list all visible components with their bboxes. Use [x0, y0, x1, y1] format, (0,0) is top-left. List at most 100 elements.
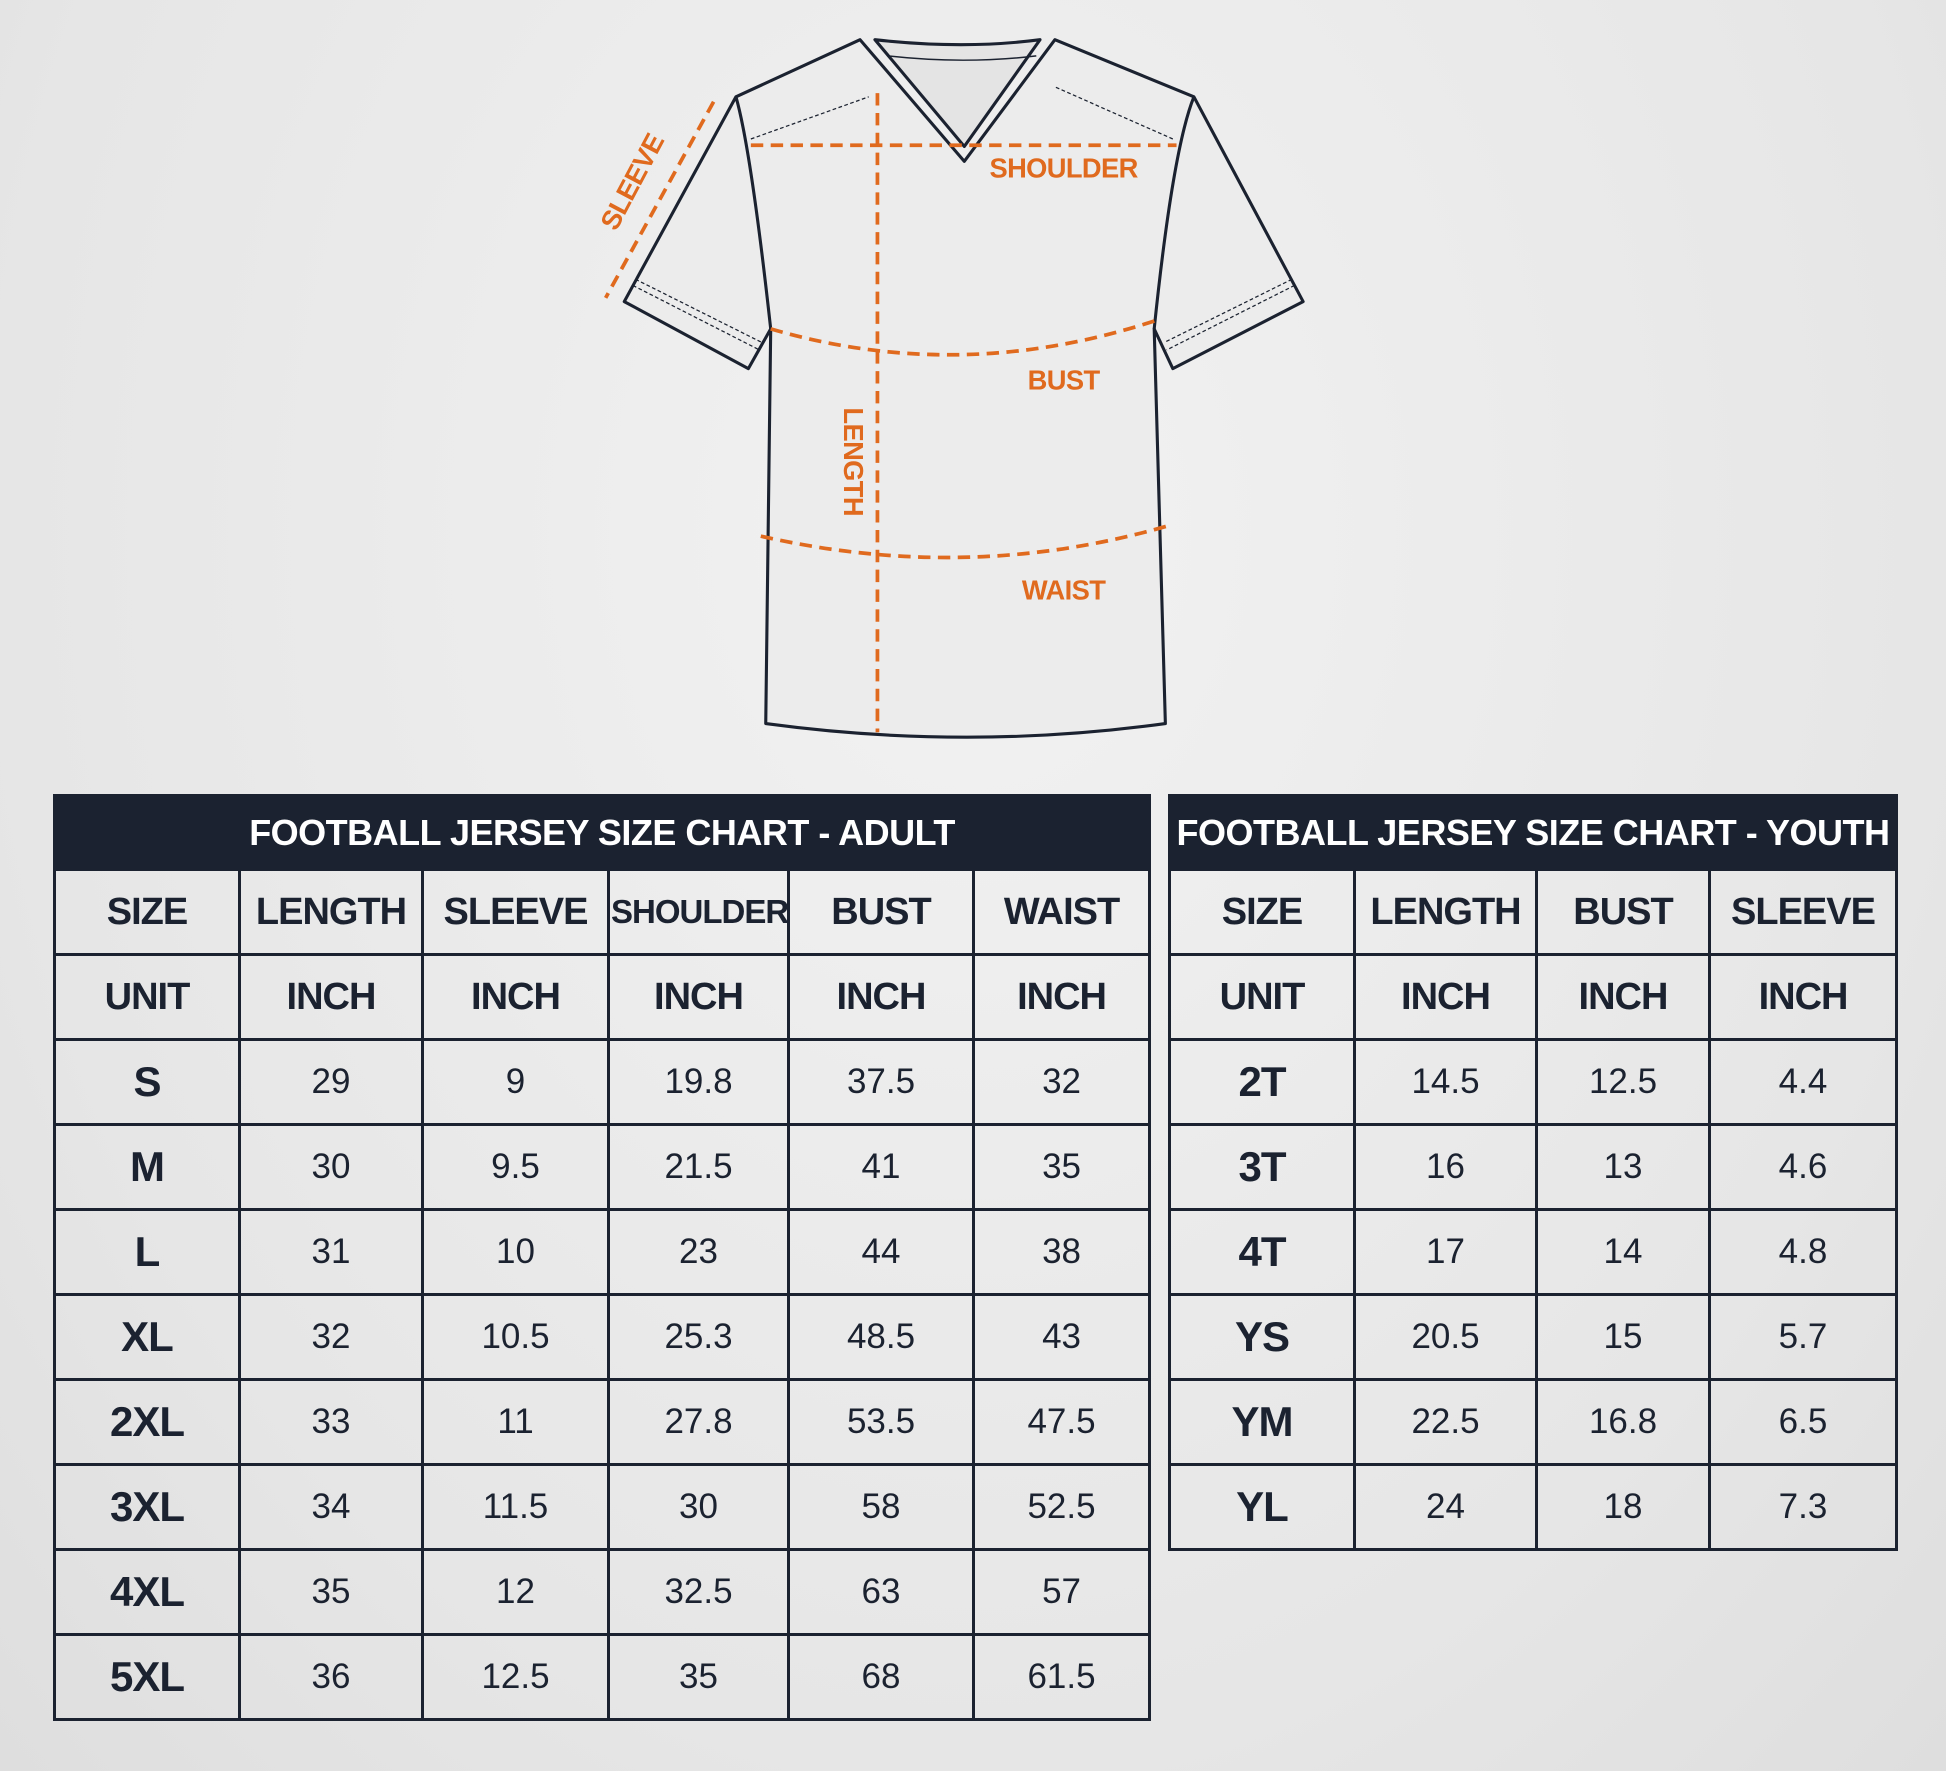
table-row-cell: 29 — [238, 1038, 424, 1126]
table-row: YS 20.5 15 5.7 — [1168, 1293, 1899, 1381]
table-row-cell: 12.5 — [1535, 1038, 1711, 1126]
table-row-cell: 53.5 — [787, 1378, 975, 1466]
waist-line — [760, 524, 1168, 560]
table-row-cell: 6.5 — [1707, 1378, 1899, 1466]
table-row-cell: 12 — [421, 1548, 610, 1636]
table-row-cell: 11 — [421, 1378, 610, 1466]
table-row-cell: 17 — [1353, 1208, 1538, 1296]
table-row-cell: 4XL — [53, 1548, 241, 1636]
table-row-cell: 18 — [1535, 1463, 1711, 1551]
unit-row-cell: UNIT — [53, 953, 241, 1041]
table-row-cell: 19.8 — [607, 1038, 790, 1126]
table-row-cell: 43 — [971, 1293, 1152, 1381]
table-row-cell: 41 — [787, 1123, 975, 1211]
bust-line — [770, 318, 1158, 357]
adult-table-title: FOOTBALL JERSEY SIZE CHART - ADULT — [52, 794, 1152, 871]
table-row-cell: 9 — [421, 1038, 610, 1126]
header-row: SIZE LENGTH SLEEVE SHOULDER BUST WAIST — [53, 868, 1152, 956]
table-row-cell: 58 — [787, 1463, 975, 1551]
header-row-cell: SIZE — [1168, 868, 1356, 956]
table-row: 5XL 36 12.5 35 68 61.5 — [53, 1633, 1152, 1721]
table-row: 4XL 35 12 32.5 63 57 — [53, 1548, 1152, 1636]
table-row-cell: 5XL — [53, 1633, 241, 1721]
length-label: LENGTH — [838, 407, 869, 515]
header-row-cell: LENGTH — [238, 868, 424, 956]
table-row-cell: 31 — [238, 1208, 424, 1296]
table-row-cell: 48.5 — [787, 1293, 975, 1381]
table-row-cell: 2T — [1168, 1038, 1356, 1126]
table-row-cell: 32 — [238, 1293, 424, 1381]
table-row-cell: 37.5 — [787, 1038, 975, 1126]
table-row-cell: 11.5 — [421, 1463, 610, 1551]
table-row-cell: 4.8 — [1707, 1208, 1899, 1296]
table-row-cell: 32 — [971, 1038, 1152, 1126]
table-row-cell: 14.5 — [1353, 1038, 1538, 1126]
table-row: S 29 9 19.8 37.5 32 — [53, 1038, 1152, 1126]
unit-row-cell: INCH — [1707, 953, 1899, 1041]
table-row-cell: 10 — [421, 1208, 610, 1296]
table-row: L 31 10 23 44 38 — [53, 1208, 1152, 1296]
table-row-cell: 27.8 — [607, 1378, 790, 1466]
table-row-cell: 3XL — [53, 1463, 241, 1551]
table-row-cell: 5.7 — [1707, 1293, 1899, 1381]
table-row-cell: 36 — [238, 1633, 424, 1721]
table-row-cell: 68 — [787, 1633, 975, 1721]
table-row: M 30 9.5 21.5 41 35 — [53, 1123, 1152, 1211]
table-row-cell: 14 — [1535, 1208, 1711, 1296]
header-row-cell: LENGTH — [1353, 868, 1538, 956]
table-row-cell: 4.4 — [1707, 1038, 1899, 1126]
table-row-cell: 35 — [238, 1548, 424, 1636]
table-row: 4T 17 14 4.8 — [1168, 1208, 1899, 1296]
unit-row-cell: INCH — [971, 953, 1152, 1041]
table-row-cell: 33 — [238, 1378, 424, 1466]
table-row-cell: XL — [53, 1293, 241, 1381]
table-row-cell: L — [53, 1208, 241, 1296]
header-row-cell: SHOULDER — [607, 868, 790, 956]
table-row-cell: 52.5 — [971, 1463, 1152, 1551]
table-row-cell: 47.5 — [971, 1378, 1152, 1466]
table-row: YM 22.5 16.8 6.5 — [1168, 1378, 1899, 1466]
table-row-cell: M — [53, 1123, 241, 1211]
youth-size-table: FOOTBALL JERSEY SIZE CHART - YOUTH SIZE L… — [1167, 794, 1899, 1551]
table-row: 3T 16 13 4.6 — [1168, 1123, 1899, 1211]
table-row-cell: 7.3 — [1707, 1463, 1899, 1551]
table-row-cell: 44 — [787, 1208, 975, 1296]
table-row-cell: 16 — [1353, 1123, 1538, 1211]
table-row: YL 24 18 7.3 — [1168, 1463, 1899, 1551]
table-row-cell: S — [53, 1038, 241, 1126]
unit-row-cell: INCH — [421, 953, 610, 1041]
table-row-cell: 22.5 — [1353, 1378, 1538, 1466]
table-row: 3XL 34 11.5 30 58 52.5 — [53, 1463, 1152, 1551]
table-row-cell: 16.8 — [1535, 1378, 1711, 1466]
table-row-cell: 63 — [787, 1548, 975, 1636]
table-row-cell: 30 — [607, 1463, 790, 1551]
table-row-cell: 4T — [1168, 1208, 1356, 1296]
table-row-cell: 13 — [1535, 1123, 1711, 1211]
table-row-cell: 2XL — [53, 1378, 241, 1466]
waist-label: WAIST — [1022, 574, 1106, 605]
adult-size-table: FOOTBALL JERSEY SIZE CHART - ADULT SIZE L… — [52, 794, 1152, 1721]
sleeve-label: SLEEVE — [594, 128, 670, 235]
youth-table-title: FOOTBALL JERSEY SIZE CHART - YOUTH — [1167, 794, 1899, 871]
table-row-cell: 24 — [1353, 1463, 1538, 1551]
table-row-cell: 35 — [971, 1123, 1152, 1211]
table-row-cell: 32.5 — [607, 1548, 790, 1636]
shoulder-label: SHOULDER — [989, 152, 1138, 183]
table-row-cell: 10.5 — [421, 1293, 610, 1381]
table-row-cell: 15 — [1535, 1293, 1711, 1381]
unit-row-cell: INCH — [607, 953, 790, 1041]
header-row-cell: BUST — [787, 868, 975, 956]
header-row-cell: SIZE — [53, 868, 241, 956]
unit-row-cell: INCH — [787, 953, 975, 1041]
table-row-cell: 30 — [238, 1123, 424, 1211]
bust-label: BUST — [1028, 365, 1101, 396]
unit-row-cell: INCH — [238, 953, 424, 1041]
table-row-cell: 57 — [971, 1548, 1152, 1636]
sleeve-line — [604, 100, 716, 299]
table-row-cell: 61.5 — [971, 1633, 1152, 1721]
table-row-cell: YL — [1168, 1463, 1356, 1551]
table-row-cell: 35 — [607, 1633, 790, 1721]
jersey-diagram: SLEEVE SHOULDER BUST LENGTH WAIST — [594, 38, 1305, 739]
unit-row-cell: INCH — [1353, 953, 1538, 1041]
header-row-cell: WAIST — [971, 868, 1152, 956]
